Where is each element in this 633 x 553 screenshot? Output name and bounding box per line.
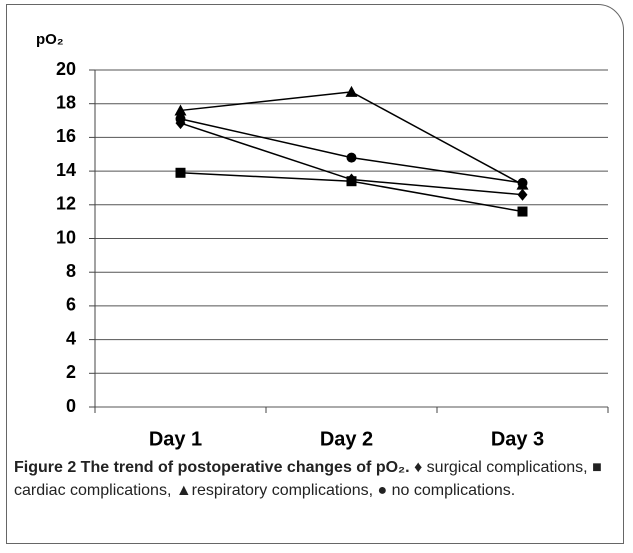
y-tick-label: 16 [56,126,76,146]
caption-text: ♦ surgical complications, ■ cardiac comp… [14,459,602,499]
y-tick-label: 8 [66,261,76,281]
caption: Figure 2 The trend of postoperative chan… [14,456,619,502]
marker-circle [517,177,528,188]
marker-square [346,176,357,187]
series-line [180,118,523,184]
y-tick-label: 6 [66,295,76,315]
y-tick-label: 2 [66,362,76,382]
x-tick-label: Day 3 [491,428,544,450]
y-tick-label: 20 [56,59,76,79]
y-tick-label: 18 [56,92,76,112]
figure-frame [6,4,624,544]
y-tick-label: 14 [56,160,76,180]
marker-square [175,167,186,178]
y-tick-label: 10 [56,227,76,247]
x-tick-label: Day 1 [149,428,202,450]
marker-square [517,206,528,217]
marker-circle [175,113,186,124]
y-tick-label: 4 [66,328,76,348]
marker-triangle [174,104,187,116]
marker-diamond [517,188,528,201]
x-tick-label: Day 2 [320,428,373,450]
y-axis-label: pO₂ [36,31,64,48]
caption-title: Figure 2 The trend of postoperative chan… [14,459,410,476]
y-tick-label: 12 [56,194,76,214]
y-tick-label: 0 [66,396,76,416]
marker-triangle [345,85,358,97]
chart: pO₂ 0 2 4 6 8 10 12 14 16 18 20 Day 1 Day 2 Day 3 [36,31,609,450]
marker-circle [346,152,357,163]
